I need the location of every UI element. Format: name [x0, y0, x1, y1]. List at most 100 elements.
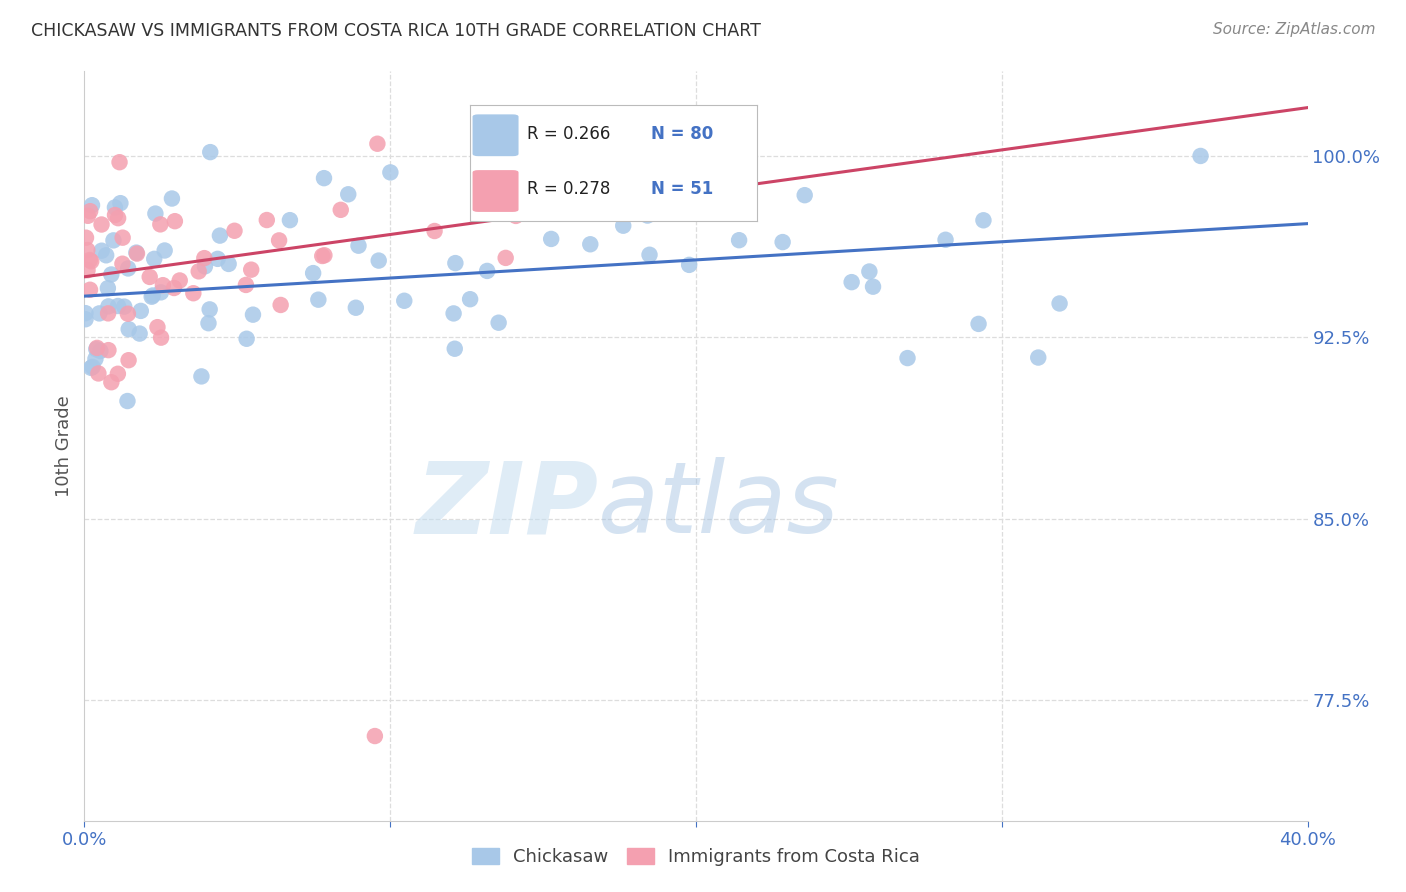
Text: ZIP: ZIP	[415, 458, 598, 555]
Point	[858, 264, 880, 278]
Point	[529, 170, 551, 185]
Point	[347, 238, 370, 252]
Point	[160, 192, 183, 206]
Point	[218, 257, 240, 271]
Point	[896, 351, 918, 365]
Point	[100, 268, 122, 282]
Point	[256, 213, 278, 227]
Point	[110, 196, 132, 211]
Point	[80, 254, 103, 268]
Point	[637, 209, 659, 223]
Point	[278, 213, 301, 227]
Point	[197, 316, 219, 330]
Point	[117, 394, 139, 409]
Point	[366, 136, 388, 151]
Point	[149, 218, 172, 232]
Point	[125, 246, 148, 260]
Point	[344, 301, 367, 315]
Point	[117, 261, 139, 276]
Point	[138, 269, 160, 284]
Point	[772, 235, 794, 249]
Point	[79, 253, 101, 268]
Point	[312, 171, 335, 186]
Point	[141, 290, 163, 304]
Point	[111, 230, 134, 244]
Point	[125, 245, 148, 260]
Text: atlas: atlas	[598, 458, 839, 555]
Point	[314, 248, 336, 262]
Point	[495, 251, 517, 265]
Point	[107, 367, 129, 381]
Point	[89, 306, 111, 320]
Point	[97, 281, 120, 295]
Point	[972, 213, 994, 227]
Point	[793, 188, 815, 202]
Point	[307, 293, 329, 307]
Point	[235, 277, 257, 292]
Point	[183, 286, 205, 301]
Point	[194, 260, 217, 274]
Point	[80, 360, 103, 375]
Point	[75, 312, 97, 326]
Point	[240, 262, 263, 277]
Point	[187, 264, 209, 278]
Point	[380, 165, 402, 179]
Point	[149, 285, 172, 300]
Point	[163, 281, 186, 295]
Point	[75, 306, 97, 320]
Point	[364, 729, 387, 743]
Point	[153, 244, 176, 258]
Point	[117, 353, 139, 368]
Text: Source: ZipAtlas.com: Source: ZipAtlas.com	[1212, 22, 1375, 37]
Point	[77, 209, 100, 223]
Point	[117, 307, 139, 321]
Point	[118, 322, 141, 336]
Point	[967, 317, 990, 331]
Point	[150, 331, 173, 345]
Point	[76, 263, 98, 277]
Point	[76, 243, 98, 257]
Point	[163, 214, 186, 228]
Point	[311, 249, 333, 263]
Point	[367, 253, 389, 268]
Point	[104, 201, 127, 215]
Point	[100, 376, 122, 390]
Point	[190, 369, 212, 384]
Point	[242, 308, 264, 322]
Point	[207, 252, 229, 266]
Point	[107, 299, 129, 313]
Point	[706, 144, 728, 158]
Point	[1049, 296, 1071, 310]
Point	[444, 256, 467, 270]
Point	[79, 283, 101, 297]
Point	[97, 343, 120, 358]
Point	[678, 258, 700, 272]
Point	[87, 367, 110, 381]
Point	[97, 299, 120, 313]
Point	[224, 224, 246, 238]
Point	[145, 206, 167, 220]
Point	[97, 306, 120, 320]
Point	[128, 326, 150, 341]
Point	[488, 316, 510, 330]
Point	[75, 230, 97, 244]
Point	[208, 228, 231, 243]
Point	[235, 332, 257, 346]
Point	[143, 252, 166, 266]
Point	[90, 244, 112, 258]
Point	[96, 248, 118, 262]
Point	[90, 218, 112, 232]
Point	[443, 306, 465, 320]
Point	[86, 341, 108, 355]
Point	[198, 302, 221, 317]
Point	[84, 351, 107, 366]
Point	[142, 288, 165, 302]
Point	[1189, 149, 1212, 163]
Point	[589, 205, 612, 219]
Point	[82, 359, 104, 374]
Point	[169, 273, 191, 287]
Point	[443, 342, 465, 356]
Point	[108, 155, 131, 169]
Y-axis label: 10th Grade: 10th Grade	[55, 395, 73, 497]
Point	[152, 278, 174, 293]
